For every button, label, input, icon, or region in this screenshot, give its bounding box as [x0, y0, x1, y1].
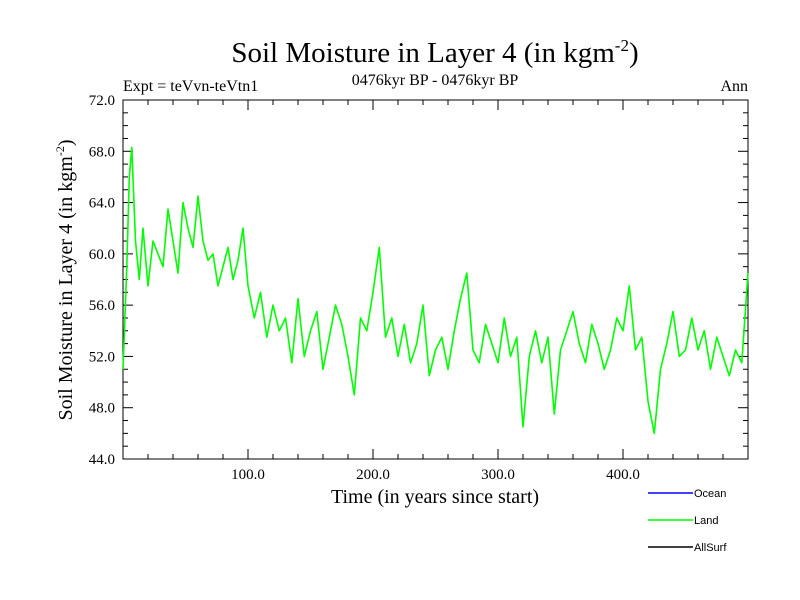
y-tick-label: 72.0 [89, 93, 115, 109]
chart-title: Soil Moisture in Layer 4 (in kgm-2) [231, 36, 638, 69]
x-tick-label: 200.0 [356, 467, 390, 483]
x-axis-tick-labels: 100.0 200.0 300.0 400.0 [231, 467, 640, 483]
y-axis-label: Soil Moisture in Layer 4 (in kgm-2) [53, 139, 77, 420]
experiment-label: Expt = teVvn-teVtn1 [123, 78, 258, 95]
x-axis-label: Time (in years since start) [331, 486, 539, 508]
y-tick-label: 44.0 [89, 452, 115, 468]
y-tick-label: 56.0 [89, 298, 115, 314]
y-tick-label: 68.0 [89, 144, 115, 160]
x-axis-ticks [147, 100, 724, 459]
season-label: Ann [720, 78, 748, 95]
x-tick-label: 300.0 [481, 467, 515, 483]
x-tick-label: 100.0 [231, 467, 265, 483]
series-lines [122, 146, 749, 435]
legend-label-allsurf: AllSurf [694, 542, 727, 554]
legend-label-land: Land [694, 515, 718, 527]
y-tick-label: 60.0 [89, 247, 115, 263]
y-tick-label: 48.0 [89, 401, 115, 417]
period-label: 0476kyr BP - 0476kyr BP [352, 72, 519, 89]
series-line-land [122, 146, 749, 435]
x-tick-label: 400.0 [606, 467, 640, 483]
y-tick-label: 52.0 [89, 349, 115, 365]
legend-label-ocean: Ocean [694, 488, 726, 500]
y-tick-label: 64.0 [89, 196, 115, 212]
y-axis-tick-labels: 44.0 48.0 52.0 56.0 60.0 64.0 68.0 72.0 [89, 93, 115, 468]
legend: Ocean Land AllSurf [648, 488, 727, 554]
